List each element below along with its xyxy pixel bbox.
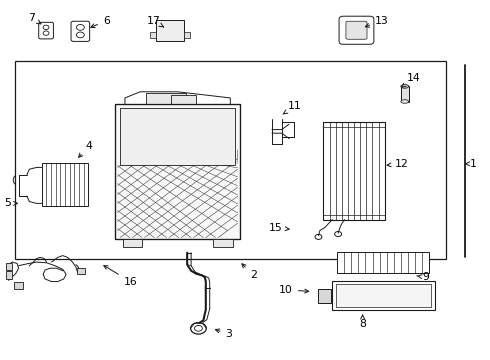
Bar	[120, 108, 235, 165]
Ellipse shape	[401, 100, 409, 103]
Bar	[115, 104, 240, 239]
Text: 15: 15	[269, 222, 289, 233]
Bar	[401, 86, 409, 102]
Text: 5: 5	[4, 198, 18, 208]
Bar	[156, 20, 184, 41]
Text: 1: 1	[466, 159, 476, 169]
Bar	[318, 289, 331, 303]
Text: 11: 11	[283, 101, 302, 114]
Bar	[147, 93, 186, 104]
Bar	[14, 282, 23, 289]
Bar	[323, 122, 385, 220]
Text: 7: 7	[28, 13, 41, 24]
Bar	[184, 32, 190, 38]
Bar	[122, 239, 142, 247]
Bar	[172, 95, 196, 104]
Bar	[332, 281, 435, 310]
Bar	[6, 271, 12, 279]
Bar	[42, 163, 88, 206]
Ellipse shape	[401, 85, 409, 88]
Bar	[150, 32, 156, 38]
Text: 17: 17	[147, 16, 164, 27]
Text: 12: 12	[387, 159, 408, 169]
Text: 9: 9	[417, 272, 429, 282]
FancyBboxPatch shape	[346, 21, 367, 39]
FancyBboxPatch shape	[71, 21, 90, 41]
Bar	[6, 263, 12, 270]
Text: 14: 14	[401, 73, 420, 87]
Bar	[115, 104, 240, 239]
Bar	[15, 61, 446, 259]
Bar	[336, 284, 431, 307]
FancyBboxPatch shape	[39, 22, 53, 39]
Text: 2: 2	[242, 264, 257, 280]
Text: 16: 16	[104, 266, 137, 287]
Text: 6: 6	[91, 16, 110, 28]
FancyBboxPatch shape	[339, 16, 374, 44]
Bar	[77, 268, 85, 274]
Text: 3: 3	[216, 329, 232, 339]
Text: 4: 4	[78, 141, 93, 157]
Text: 8: 8	[359, 315, 366, 329]
Bar	[337, 252, 429, 273]
Text: 13: 13	[366, 16, 389, 27]
Bar	[213, 239, 233, 247]
Text: 10: 10	[279, 285, 309, 295]
